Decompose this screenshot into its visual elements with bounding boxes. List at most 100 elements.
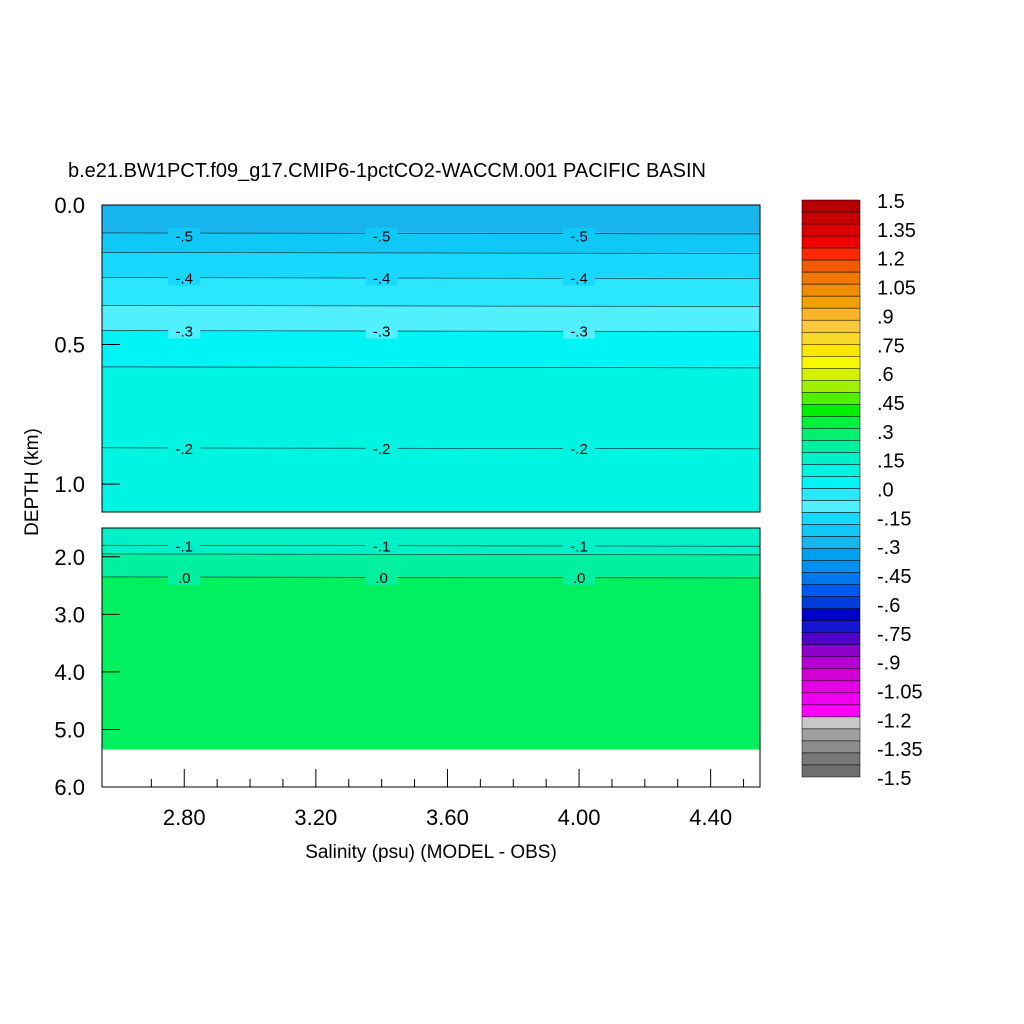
colorbar-swatch-14 xyxy=(801,368,861,381)
upper-contour-label-bg-0-0 xyxy=(168,227,201,244)
colorbar-label-19: -1.35 xyxy=(877,739,923,761)
colorbar-swatch-23 xyxy=(801,476,861,489)
lower-panel-fill xyxy=(102,528,760,750)
upper-panel-contours: -.5 -.5 -.5 -.4 -.4 -.4 -.3 -.3 -.3 -.2 -.2 -.2 xyxy=(101,227,761,458)
lower-contour-label-0-1: -.1 xyxy=(373,538,391,555)
upper-contour-label-bg-2-2 xyxy=(563,322,596,339)
lower-contour-label-0-2: -.1 xyxy=(570,538,588,555)
colorbar-label-6: .6 xyxy=(877,364,894,386)
colorbar-label-14: -.6 xyxy=(877,595,900,617)
colorbar-swatch-32 xyxy=(801,584,861,597)
upper-contour-label-1-0: -.4 xyxy=(175,271,193,288)
colorbar-swatch-17 xyxy=(801,404,861,417)
colorbar-swatch-1 xyxy=(801,211,861,225)
upper-contour-line-5 xyxy=(101,366,761,369)
upper-contour-label-0-1: -.5 xyxy=(373,229,391,246)
lower-contour-label-1-2: .0 xyxy=(573,570,586,587)
upper-panel-frame xyxy=(101,204,761,513)
lower-band-1 xyxy=(102,553,760,577)
colorbar-swatch-26 xyxy=(801,512,861,525)
colorbar-swatch-35 xyxy=(801,620,861,634)
colorbar-swatch-2 xyxy=(801,223,861,237)
colorbar-label-5: .75 xyxy=(877,335,905,357)
colorbar-label-7: .45 xyxy=(877,393,905,415)
x-tick-label-3: 4.00 xyxy=(558,805,601,830)
colorbar-swatch-40 xyxy=(801,680,861,694)
colorbar-label-4: .9 xyxy=(877,306,894,328)
x-tick-label-1: 3.20 xyxy=(294,805,337,830)
upper-contour-label-bg-2-0 xyxy=(168,322,201,339)
upper-contour-label-bg-1-0 xyxy=(168,269,201,286)
lower-y-tick-label-1: 3.0 xyxy=(54,602,85,627)
colorbar-swatch-19 xyxy=(801,428,861,441)
colorbar-swatch-10 xyxy=(801,319,861,333)
colorbar-swatch-6 xyxy=(801,271,861,285)
lower-panel-contours: -.1 -.1 -.1 .0 .0 .0 xyxy=(101,537,761,587)
colorbar-label-13: -.45 xyxy=(877,566,911,588)
lower-panel-frame xyxy=(101,527,761,788)
upper-contour-label-2-0: -.3 xyxy=(175,324,193,341)
upper-contour-label-3-0: -.2 xyxy=(175,441,193,458)
x-tick-label-2: 3.60 xyxy=(426,805,469,830)
colorbar-swatch-38 xyxy=(801,656,861,670)
lower-contour-label-0-0: -.1 xyxy=(175,538,193,555)
lower-contour-label-bg-1-1 xyxy=(365,568,398,585)
colorbar-label-8: .3 xyxy=(877,422,894,444)
lower-contour-label-1-1: .0 xyxy=(375,570,388,587)
colorbar-swatch-28 xyxy=(801,536,861,549)
colorbar-swatch-7 xyxy=(801,283,861,297)
colorbar-label-2: 1.2 xyxy=(877,249,905,271)
lower-y-tick-label-4: 6.0 xyxy=(54,775,85,800)
upper-contour-label-3-2: -.2 xyxy=(570,441,588,458)
lower-contour-label-bg-0-1 xyxy=(365,537,398,554)
colorbar-swatch-8 xyxy=(801,295,861,309)
upper-contour-line-1 xyxy=(101,252,761,254)
colorbar-swatch-36 xyxy=(801,632,861,646)
colorbar-swatch-3 xyxy=(801,235,861,249)
colorbar-label-20: -1.5 xyxy=(877,768,911,790)
colorbar-swatch-25 xyxy=(801,500,861,513)
upper-contour-label-0-0: -.5 xyxy=(175,229,193,246)
colorbar-swatch-41 xyxy=(801,692,861,706)
upper-contour-line-4 xyxy=(101,330,761,332)
chart-title: b.e21.BW1PCT.f09_g17.CMIP6-1pctCO2-WACCM… xyxy=(68,160,706,182)
upper-panel-fill xyxy=(102,205,760,512)
upper-contour-label-2-2: -.3 xyxy=(570,324,588,341)
colorbar-swatch-12 xyxy=(801,344,861,357)
upper-band-3 xyxy=(102,277,760,306)
colorbar-label-15: -.75 xyxy=(877,624,911,646)
upper-contour-label-bg-1-2 xyxy=(563,269,596,286)
x-axis-ticks: 2.80 3.20 3.60 4.00 4.40 xyxy=(150,769,745,830)
colorbar-swatch-20 xyxy=(801,440,861,453)
lower-contour-label-bg-1-0 xyxy=(168,568,201,585)
lower-panel: -.1 -.1 -.1 .0 .0 .0 2.0 3.0 4.0 5.0 6.0 2.80 3.20… xyxy=(54,527,761,830)
colorbar: 1.5 1.35 1.2 1.05 .9 .75 .6 .45 .3 .15 .0 -.15 -.3 -.… xyxy=(801,191,923,790)
colorbar-swatch-0 xyxy=(801,199,861,213)
y-axis-label: DEPTH (km) xyxy=(22,428,43,536)
colorbar-swatch-13 xyxy=(801,356,861,369)
colorbar-label-3: 1.05 xyxy=(877,278,916,300)
upper-panel-y-ticks: 0.0 0.5 1.0 xyxy=(54,193,120,497)
colorbar-swatch-46 xyxy=(801,752,861,766)
colorbar-swatch-16 xyxy=(801,392,861,405)
upper-y-tick-label-1: 0.5 xyxy=(54,333,85,358)
colorbar-swatch-47 xyxy=(801,764,861,778)
lower-y-tick-label-2: 4.0 xyxy=(54,660,85,685)
upper-band-0 xyxy=(102,205,760,233)
colorbar-swatch-43 xyxy=(801,716,861,730)
lower-y-tick-label-0: 2.0 xyxy=(54,545,85,570)
colorbar-swatch-24 xyxy=(801,488,861,501)
x-tick-label-0: 2.80 xyxy=(163,805,206,830)
colorbar-swatch-18 xyxy=(801,416,861,429)
upper-contour-label-bg-2-1 xyxy=(365,322,398,339)
colorbar-swatch-44 xyxy=(801,728,861,742)
colorbar-label-17: -1.05 xyxy=(877,681,923,703)
colorbar-swatch-45 xyxy=(801,740,861,754)
upper-y-tick-label-2: 1.0 xyxy=(54,472,85,497)
lower-panel-y-ticks: 2.0 3.0 4.0 5.0 6.0 xyxy=(54,545,120,800)
upper-panel: -.5 -.5 -.5 -.4 -.4 -.4 -.3 -.3 -.3 -.2 -.2 -.2 0.0… xyxy=(54,193,761,513)
colorbar-label-10: .0 xyxy=(877,480,894,502)
lower-contour-line-1 xyxy=(101,553,761,556)
upper-contour-label-1-1: -.4 xyxy=(373,271,391,288)
